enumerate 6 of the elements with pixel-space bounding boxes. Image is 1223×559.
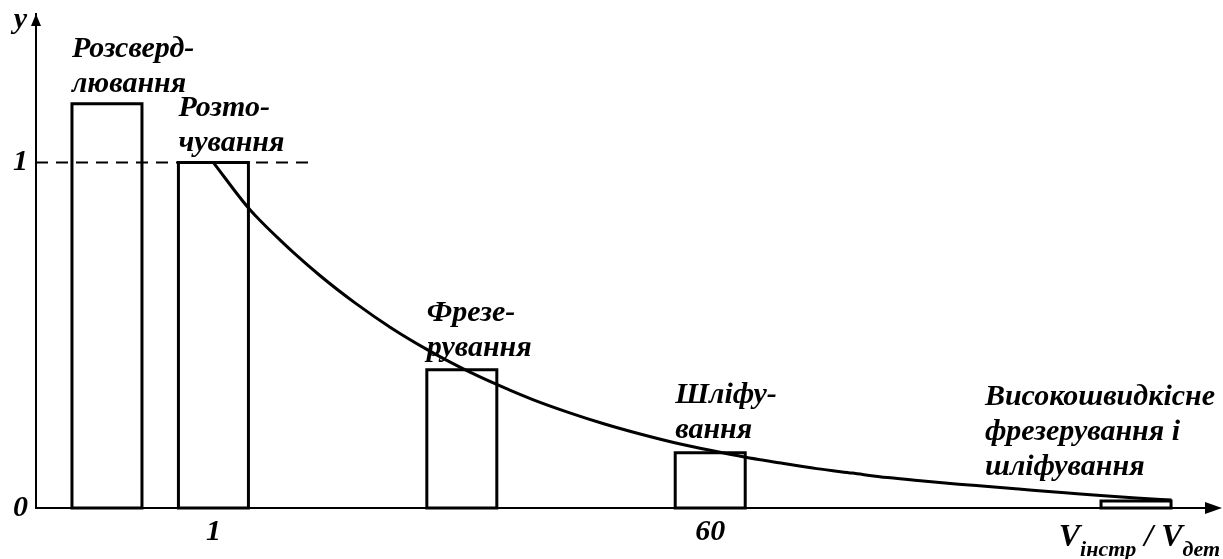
x-tick-label: 60 [695, 512, 726, 546]
series-label: Фрезе- рування [423, 294, 532, 363]
y-tick-label: 0 [13, 488, 28, 522]
y-axis-title: y [10, 1, 28, 34]
series-label: Шліфу- вання [674, 376, 777, 445]
series-label: Високошвидкісне фрезерування і шліфування [983, 377, 1216, 481]
